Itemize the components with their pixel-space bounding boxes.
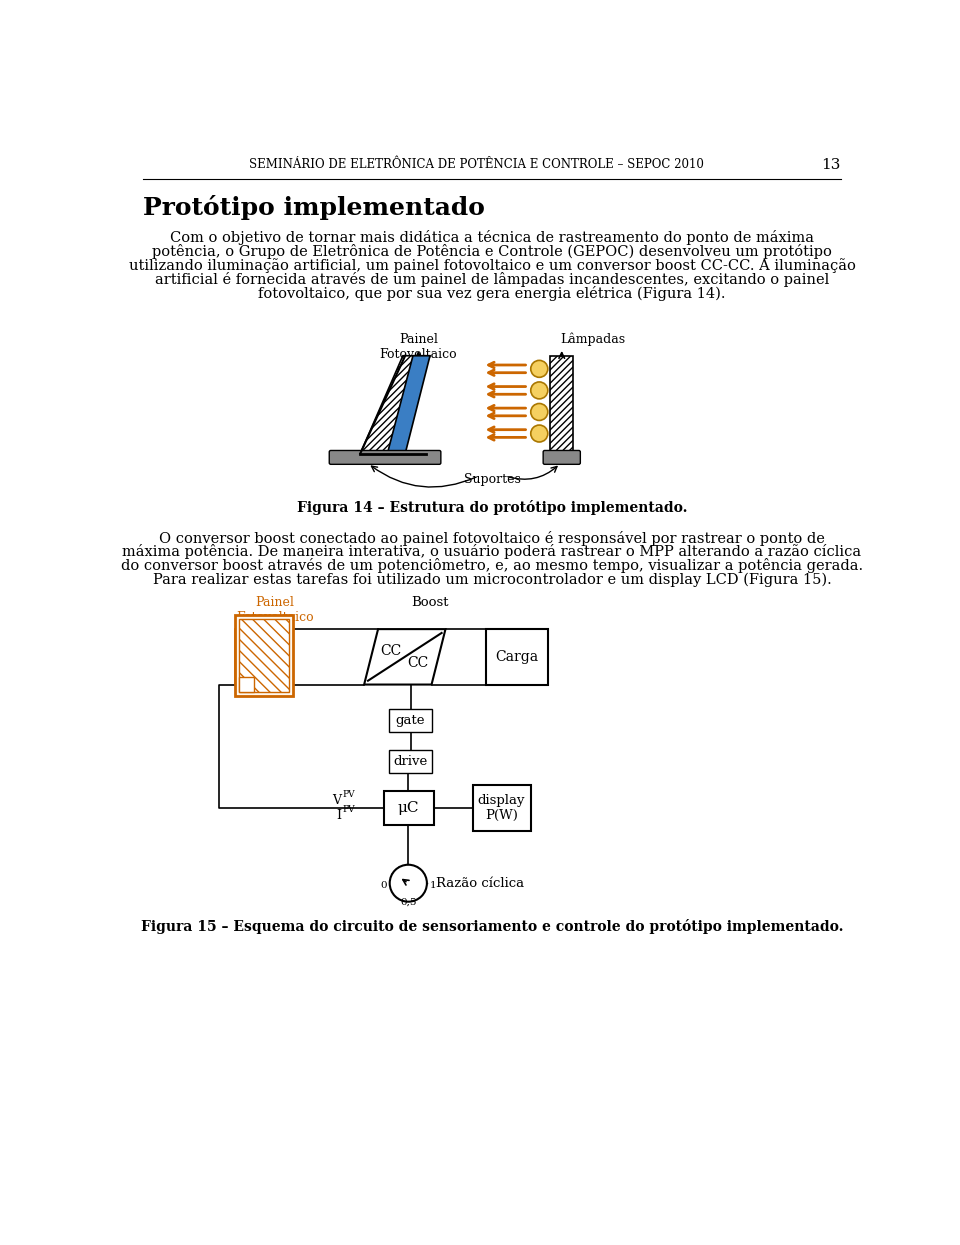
FancyBboxPatch shape [389, 749, 432, 773]
Text: Para realizar estas tarefas foi utilizado um microcontrolador e um display LCD (: Para realizar estas tarefas foi utilizad… [153, 573, 831, 586]
FancyBboxPatch shape [389, 710, 432, 732]
Text: Figura 14 – Estrutura do protótipo implementado.: Figura 14 – Estrutura do protótipo imple… [297, 499, 687, 514]
Text: display
P(W): display P(W) [477, 794, 525, 822]
Circle shape [531, 425, 548, 442]
Circle shape [531, 382, 548, 398]
Polygon shape [360, 356, 430, 453]
Circle shape [531, 403, 548, 421]
FancyBboxPatch shape [472, 784, 531, 830]
Text: Painel
Fotovoltaico: Painel Fotovoltaico [236, 596, 314, 624]
Text: CC: CC [380, 644, 401, 657]
Polygon shape [550, 356, 573, 453]
Text: do conversor boost através de um potenciômetro, e, ao mesmo tempo, visualizar a : do conversor boost através de um potenci… [121, 558, 863, 573]
Text: Painel
Fotovoltaico: Painel Fotovoltaico [379, 332, 457, 361]
Text: CC: CC [408, 656, 429, 670]
Text: Razão cíclica: Razão cíclica [436, 876, 524, 890]
Text: Lâmpadas: Lâmpadas [561, 332, 625, 346]
Text: I: I [336, 809, 341, 822]
Text: 13: 13 [822, 158, 841, 172]
Text: Com o objetivo de tornar mais didática a técnica de rastreamento do ponto de máx: Com o objetivo de tornar mais didática a… [170, 230, 814, 245]
Text: Suportes: Suportes [464, 473, 520, 486]
Text: Boost: Boost [411, 596, 448, 609]
Text: utilizando iluminação artificial, um painel fotovoltaico e um conversor boost CC: utilizando iluminação artificial, um pai… [129, 258, 855, 273]
Text: 0,5: 0,5 [400, 898, 417, 908]
Circle shape [390, 865, 427, 901]
Text: gate: gate [396, 715, 425, 727]
Text: O conversor boost conectado ao painel fotovoltaico é responsável por rastrear o : O conversor boost conectado ao painel fo… [159, 530, 825, 545]
Circle shape [531, 360, 548, 377]
Bar [486, 629, 548, 685]
Text: artificial é fornecida através de um painel de lâmpadas incandescentes, excitand: artificial é fornecida através de um pai… [155, 271, 829, 286]
FancyBboxPatch shape [234, 615, 293, 696]
Text: V: V [332, 793, 341, 807]
Polygon shape [364, 629, 445, 685]
Text: 0: 0 [380, 881, 387, 890]
Text: potência, o Grupo de Eletrônica de Potência e Controle (GEPOC) desenvolveu um pr: potência, o Grupo de Eletrônica de Potên… [152, 244, 832, 259]
Text: SEMINÁRIO DE ELETRÔNICA DE POTÊNCIA E CONTROLE – SEPOC 2010: SEMINÁRIO DE ELETRÔNICA DE POTÊNCIA E CO… [249, 158, 704, 172]
Text: Figura 15 – Esquema do circuito de sensoriamento e controle do protótipo impleme: Figura 15 – Esquema do circuito de senso… [141, 919, 843, 935]
Text: μC: μC [397, 801, 420, 814]
Text: drive: drive [394, 754, 428, 768]
FancyBboxPatch shape [383, 791, 434, 825]
Text: PV: PV [343, 789, 355, 798]
Text: máxima potência. De maneira interativa, o usuário poderá rastrear o MPP alterand: máxima potência. De maneira interativa, … [123, 544, 861, 559]
Polygon shape [388, 356, 430, 453]
Text: Protótipo implementado: Protótipo implementado [143, 194, 485, 219]
Text: 1: 1 [430, 881, 437, 890]
FancyBboxPatch shape [543, 451, 581, 464]
Text: Carga: Carga [495, 650, 539, 664]
Text: PV: PV [343, 806, 355, 814]
FancyBboxPatch shape [239, 619, 289, 692]
Text: fotovoltaico, que por sua vez gera energia elétrica (Figura 14).: fotovoltaico, que por sua vez gera energ… [258, 285, 726, 301]
FancyBboxPatch shape [239, 677, 254, 692]
FancyBboxPatch shape [329, 451, 441, 464]
